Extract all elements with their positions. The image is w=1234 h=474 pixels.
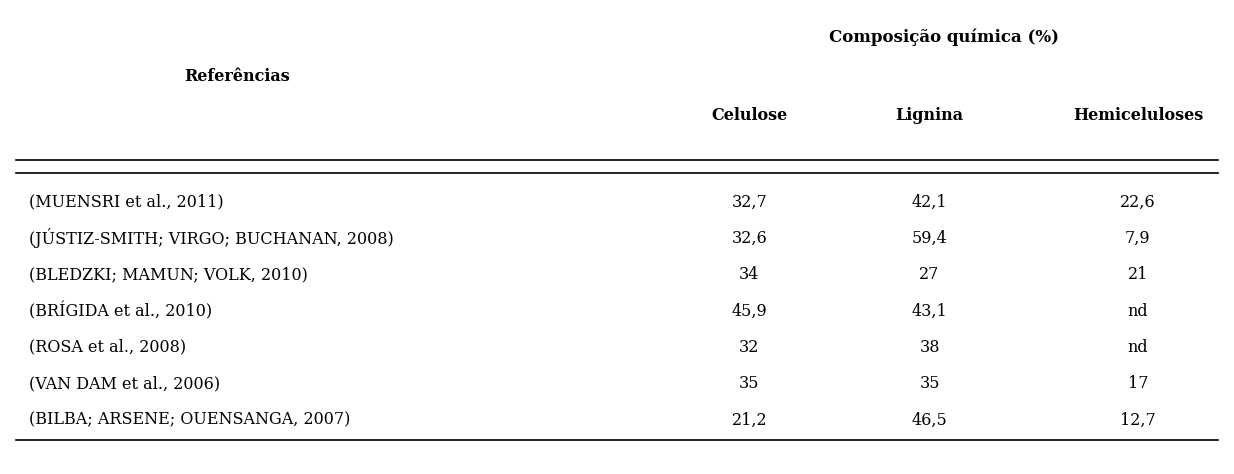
Text: nd: nd [1128, 339, 1148, 356]
Text: 21,2: 21,2 [732, 411, 768, 428]
Text: Composição química (%): Composição química (%) [829, 28, 1059, 46]
Text: 21: 21 [1128, 266, 1148, 283]
Text: 34: 34 [739, 266, 760, 283]
Text: 12,7: 12,7 [1120, 411, 1156, 428]
Text: 59,4: 59,4 [912, 230, 948, 247]
Text: 32,6: 32,6 [732, 230, 768, 247]
Text: 38: 38 [919, 339, 940, 356]
Text: (ROSA et al., 2008): (ROSA et al., 2008) [28, 339, 186, 356]
Text: 46,5: 46,5 [912, 411, 948, 428]
Text: (BLEDZKI; MAMUN; VOLK, 2010): (BLEDZKI; MAMUN; VOLK, 2010) [28, 266, 307, 283]
Text: 35: 35 [919, 375, 940, 392]
Text: 22,6: 22,6 [1120, 193, 1156, 210]
Text: Celulose: Celulose [711, 108, 787, 125]
Text: 7,9: 7,9 [1125, 230, 1151, 247]
Text: (BILBA; ARSENE; OUENSANGA, 2007): (BILBA; ARSENE; OUENSANGA, 2007) [28, 411, 350, 428]
Text: (MUENSRI et al., 2011): (MUENSRI et al., 2011) [28, 193, 223, 210]
Text: (BRÍGIDA et al., 2010): (BRÍGIDA et al., 2010) [28, 302, 212, 320]
Text: 17: 17 [1128, 375, 1148, 392]
Text: 32,7: 32,7 [732, 193, 768, 210]
Text: 32: 32 [739, 339, 760, 356]
Text: nd: nd [1128, 302, 1148, 319]
Text: 45,9: 45,9 [732, 302, 768, 319]
Text: 43,1: 43,1 [912, 302, 948, 319]
Text: Hemiceluloses: Hemiceluloses [1072, 108, 1203, 125]
Text: 27: 27 [919, 266, 940, 283]
Text: (VAN DAM et al., 2006): (VAN DAM et al., 2006) [28, 375, 220, 392]
Text: 42,1: 42,1 [912, 193, 948, 210]
Text: 35: 35 [739, 375, 760, 392]
Text: Referências: Referências [184, 68, 290, 85]
Text: (JÚSTIZ-SMITH; VIRGO; BUCHANAN, 2008): (JÚSTIZ-SMITH; VIRGO; BUCHANAN, 2008) [28, 228, 394, 248]
Text: Lignina: Lignina [896, 108, 964, 125]
